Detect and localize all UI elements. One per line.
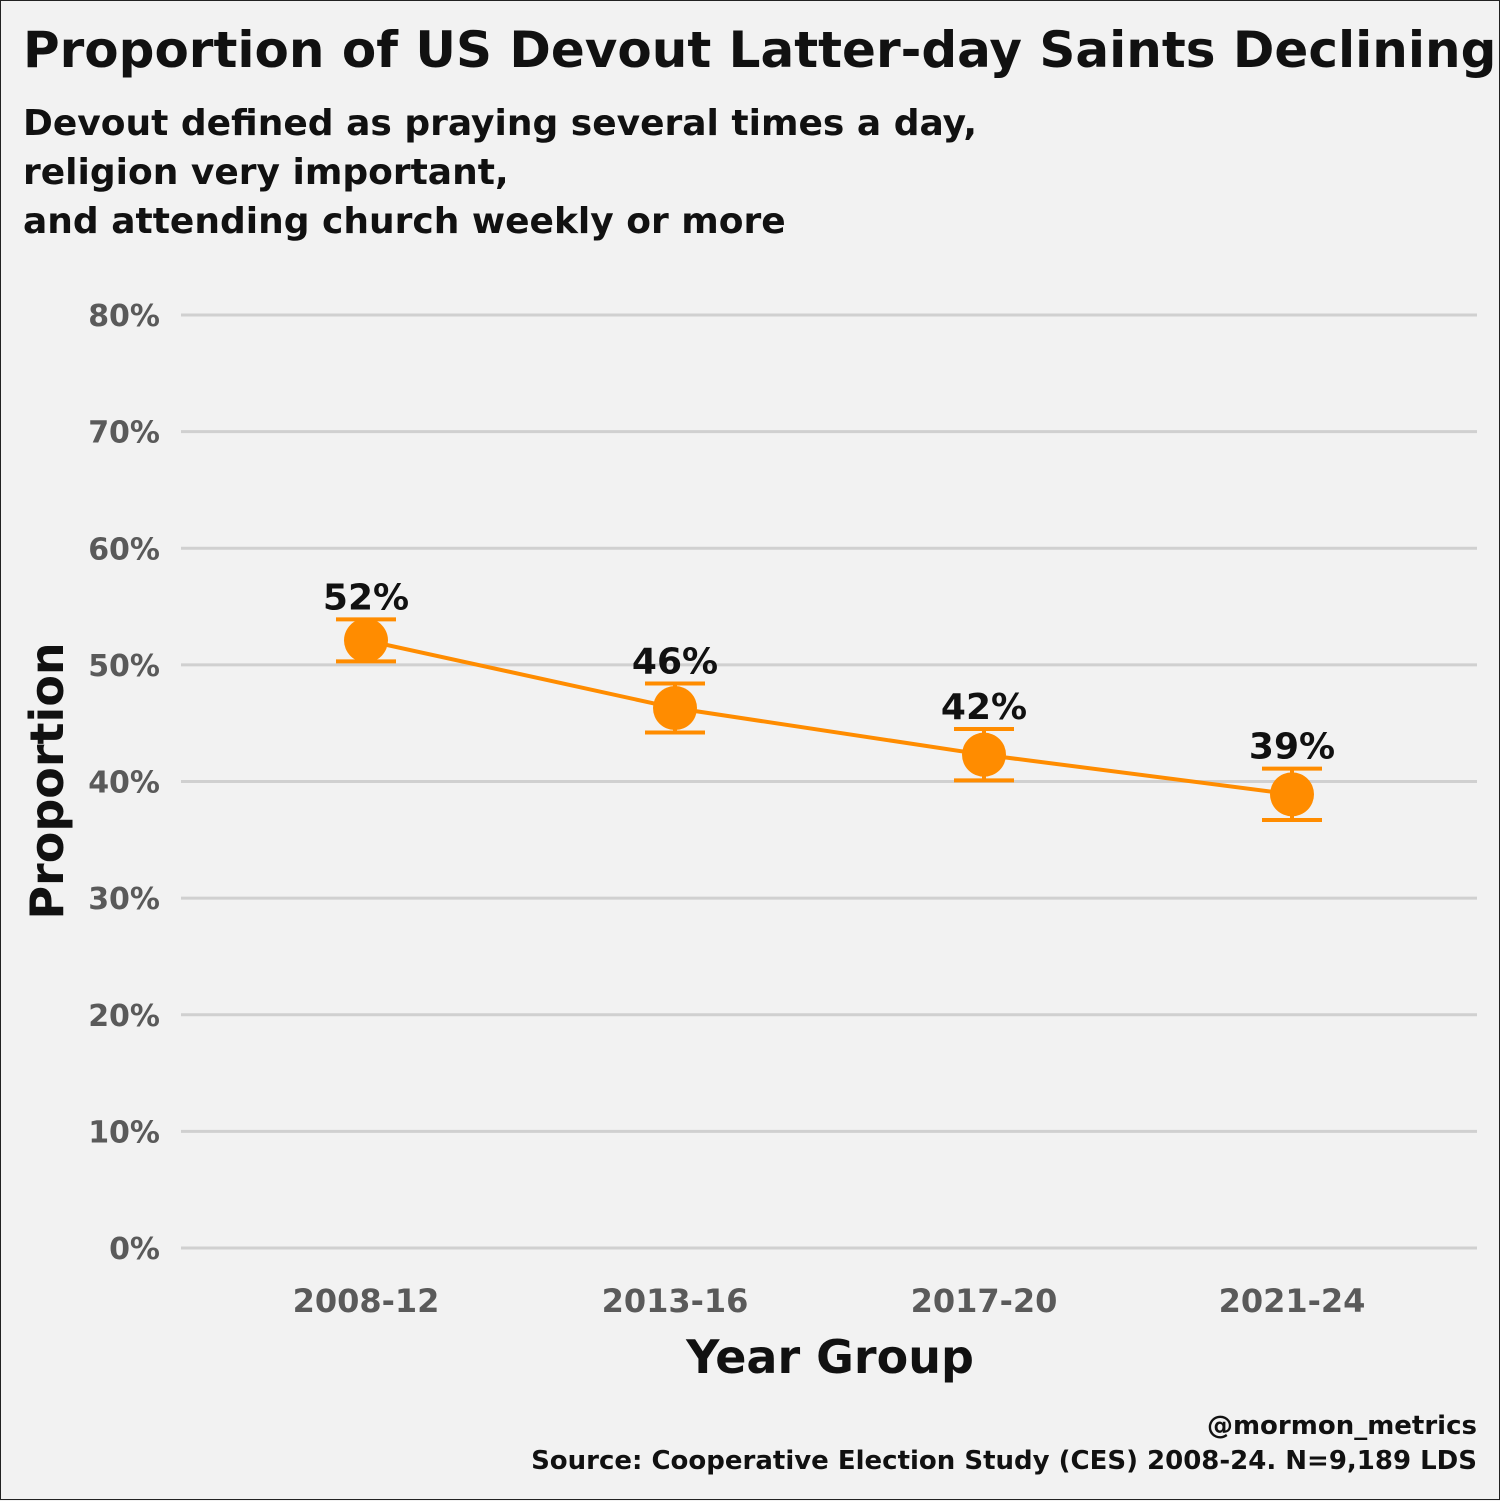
chart-subtitle-line-1: Devout defined as praying several times … xyxy=(23,103,977,144)
data-labels: 52% 46% 42% 39% xyxy=(323,577,1335,767)
x-axis-title: Year Group xyxy=(685,1330,974,1384)
data-point-2013-16 xyxy=(653,686,697,731)
y-tick-label-60: 60% xyxy=(88,532,160,567)
y-tick-label-70: 70% xyxy=(88,416,160,451)
x-tick-label-2021-24: 2021-24 xyxy=(1219,1282,1366,1320)
y-tick-label-80: 80% xyxy=(88,299,160,334)
credit-handle: @mormon_metrics xyxy=(1207,1411,1477,1441)
y-tick-label-20: 20% xyxy=(88,999,160,1034)
x-axis-ticks: 2008-12 2013-16 2017-20 2021-24 xyxy=(293,1282,1366,1320)
series-devout xyxy=(336,617,1322,822)
y-tick-label-50: 50% xyxy=(88,649,160,684)
data-label-2021-24: 39% xyxy=(1249,727,1335,768)
x-tick-label-2013-16: 2013-16 xyxy=(602,1282,749,1320)
y-axis-ticks: 0% 10% 20% 30% 40% 50% 60% 70% 80% xyxy=(88,299,160,1267)
y-tick-label-0: 0% xyxy=(109,1232,160,1267)
y-tick-label-10: 10% xyxy=(88,1115,160,1150)
y-axis-title: Proportion xyxy=(20,642,74,919)
y-tick-label-40: 40% xyxy=(88,766,160,801)
chart-subtitle-line-2: religion very important, xyxy=(23,152,509,193)
data-point-2008-12 xyxy=(344,618,388,663)
data-point-2021-24 xyxy=(1270,772,1314,817)
gridlines xyxy=(181,313,1477,1250)
x-tick-label-2017-20: 2017-20 xyxy=(911,1282,1058,1320)
x-tick-label-2008-12: 2008-12 xyxy=(293,1282,440,1320)
source-note: Source: Cooperative Election Study (CES)… xyxy=(531,1446,1477,1476)
series-line xyxy=(365,638,1293,797)
data-point-2017-20 xyxy=(962,732,1006,777)
y-tick-label-30: 30% xyxy=(88,882,160,917)
data-label-2017-20: 42% xyxy=(941,687,1027,728)
data-label-2008-12: 52% xyxy=(323,577,409,618)
chart-title: Proportion of US Devout Latter-day Saint… xyxy=(23,21,1496,79)
data-label-2013-16: 46% xyxy=(632,642,718,683)
chart-subtitle-line-3: and attending church weekly or more xyxy=(23,201,786,242)
